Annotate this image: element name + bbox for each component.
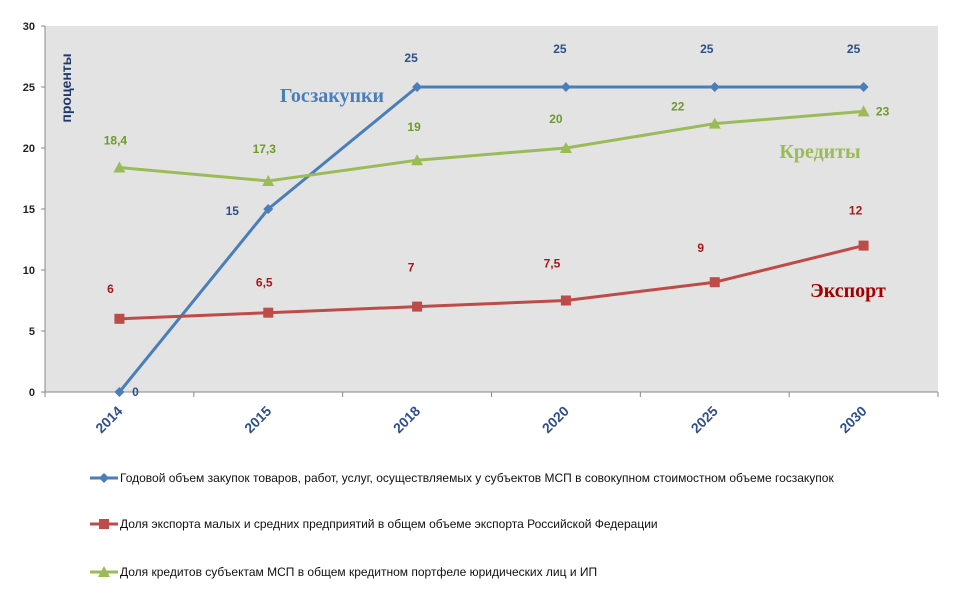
data-point-marker [560, 295, 571, 306]
y-tick-label: 10 [23, 265, 35, 277]
data-point-marker [412, 82, 423, 92]
data-point-marker [708, 117, 721, 129]
y-tick-label: 30 [23, 21, 35, 33]
y-axis-title: проценты [58, 53, 74, 122]
data-point-marker [262, 174, 275, 186]
legend-label: Годовой объем закупок товаров, работ, ус… [120, 471, 834, 485]
series-layer [113, 82, 870, 397]
data-label: 7,5 [544, 257, 561, 271]
data-point-marker [114, 387, 125, 397]
data-label: 25 [700, 42, 714, 56]
series-2 [114, 240, 869, 324]
data-point-marker [411, 154, 424, 166]
data-label: 25 [553, 42, 567, 56]
series-3 [113, 105, 870, 186]
series-tag-label: Экспорт [810, 280, 886, 302]
x-tick-label: 2015 [241, 403, 274, 436]
series-line [119, 244, 864, 321]
y-tick-label: 5 [29, 326, 35, 338]
series-line [118, 85, 864, 393]
series-1 [114, 82, 869, 397]
y-tick-label: 15 [23, 204, 35, 216]
y-tick-label: 25 [23, 82, 35, 94]
series-line [119, 109, 864, 183]
legend-item: Годовой объем закупок товаров, работ, ус… [90, 471, 834, 485]
data-point-marker [709, 82, 720, 92]
data-label: 15 [226, 204, 240, 218]
legend-item: Доля кредитов субъектам МСП в общем кред… [90, 565, 597, 579]
data-label: 25 [847, 42, 861, 56]
x-tick-label: 2018 [390, 403, 423, 436]
data-label: 12 [849, 204, 863, 218]
data-labels: 0 15 25 25 25 25 6 6,5 7 7,5 9 12 18,4 17,3 19 20 22 23 [104, 42, 890, 399]
data-label: 0 [132, 385, 139, 399]
data-label: 17,3 [253, 142, 277, 156]
data-point-marker [412, 301, 423, 312]
data-label: 7 [408, 261, 415, 275]
legend-item: Доля экспорта малых и средних предприяти… [90, 517, 658, 531]
x-tick-label: 2030 [836, 403, 869, 436]
data-label: 6,5 [256, 276, 273, 290]
data-label: 6 [107, 282, 114, 296]
y-tick-label: 0 [29, 387, 35, 399]
data-point-marker [114, 313, 125, 324]
data-point-marker [113, 161, 126, 173]
data-label: 19 [407, 120, 421, 134]
x-tick-label: 2025 [688, 403, 721, 436]
data-point-marker [99, 519, 109, 529]
data-point-marker [560, 82, 571, 92]
data-label: 18,4 [104, 134, 128, 148]
legend-label: Доля кредитов субъектам МСП в общем кред… [120, 565, 597, 579]
y-tick-label: 20 [23, 143, 35, 155]
x-tick-label: 2020 [539, 403, 572, 436]
data-label: 23 [876, 104, 890, 118]
data-label: 22 [671, 100, 685, 114]
series-tag-label: Госзакупки [280, 85, 384, 107]
data-point-marker [263, 307, 274, 318]
data-point-marker [559, 142, 572, 153]
data-point-marker [857, 105, 870, 117]
series-tag-label: Кредиты [779, 141, 861, 163]
plot-area [45, 26, 938, 392]
data-point-marker [99, 473, 109, 483]
data-point-marker [98, 566, 110, 577]
legend: Годовой объем закупок товаров, работ, ус… [90, 471, 834, 579]
data-point-marker [263, 204, 274, 214]
data-label: 20 [549, 112, 563, 126]
data-point-marker [858, 82, 869, 92]
legend-label: Доля экспорта малых и средних предприяти… [120, 517, 658, 531]
data-label: 25 [404, 51, 418, 65]
data-point-marker [709, 277, 720, 288]
series-tags: Госзакупки Экспорт Кредиты [280, 85, 886, 302]
data-point-marker [858, 240, 869, 251]
data-label: 9 [697, 241, 704, 255]
x-tick-label: 2014 [92, 403, 125, 436]
